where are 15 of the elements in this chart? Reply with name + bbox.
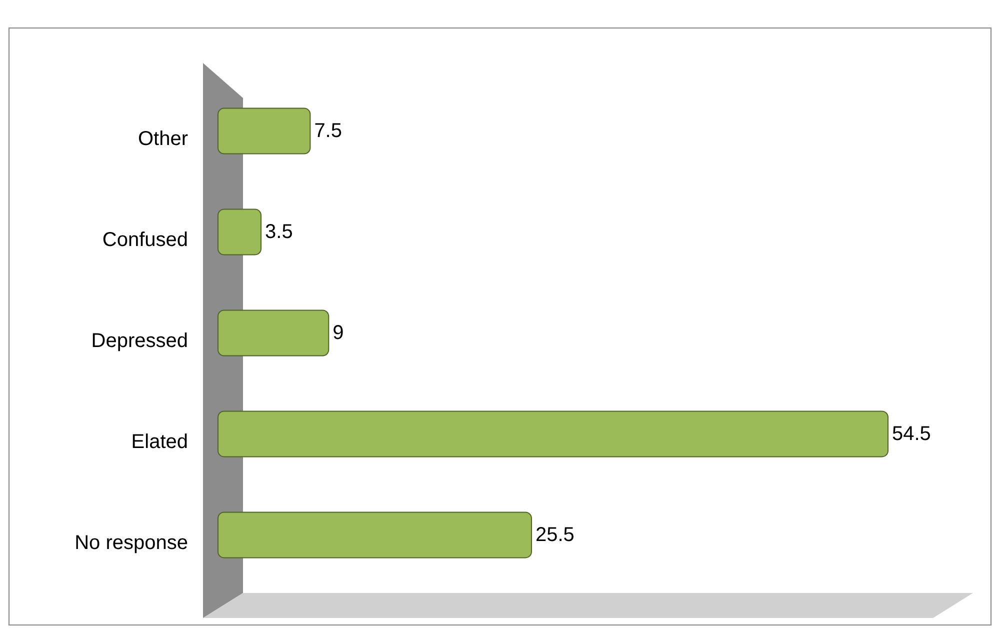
- data-label: 7.5: [314, 120, 342, 142]
- y-tick-label: Other: [138, 128, 188, 150]
- y-tick-label: Confused: [102, 229, 188, 252]
- bar: [218, 310, 330, 356]
- y-tick-label: Depressed: [91, 330, 188, 352]
- y-tick-label: No response: [74, 532, 188, 554]
- data-label: 54.5: [892, 422, 931, 445]
- y-tick-label: Elated: [131, 430, 188, 453]
- data-label: 9: [332, 322, 344, 344]
- bar: [218, 108, 311, 154]
- data-label: 25.5: [535, 524, 574, 546]
- bar: [218, 512, 532, 558]
- bar: [218, 208, 262, 256]
- data-label: 3.5: [265, 221, 293, 244]
- bar: [218, 410, 888, 458]
